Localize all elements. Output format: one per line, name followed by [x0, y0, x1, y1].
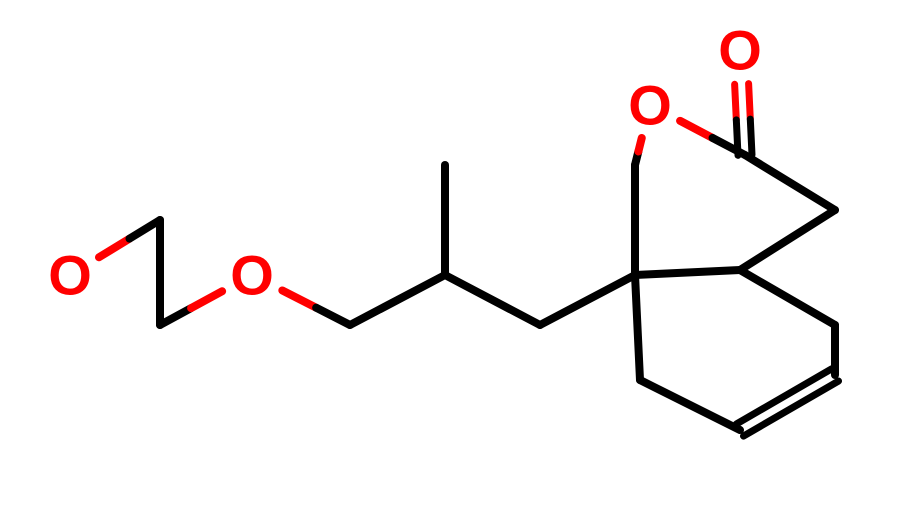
bond-line: [130, 220, 160, 239]
bond-line: [640, 380, 740, 430]
molecule-diagram: OOOO: [0, 0, 908, 509]
o-atom-label: O: [48, 244, 92, 307]
bond-line: [540, 275, 635, 325]
bond-line: [750, 119, 752, 155]
bond-line: [316, 308, 350, 325]
o-atom-label: O: [628, 74, 672, 137]
bond-line: [445, 275, 540, 325]
o-atom-label: O: [230, 244, 274, 307]
o-atom-label: O: [718, 19, 762, 82]
bond-line: [740, 210, 835, 270]
bond-line: [160, 308, 191, 325]
bond-line: [740, 270, 835, 325]
bond-line: [635, 270, 740, 275]
bond-line: [635, 275, 640, 380]
bond-line: [282, 290, 316, 307]
bond-line: [749, 84, 751, 120]
bond-line: [680, 121, 712, 138]
bond-line: [745, 155, 835, 210]
bond-line: [736, 120, 738, 156]
bond-line: [638, 138, 641, 152]
bond-line: [350, 275, 445, 325]
bond-line: [735, 84, 737, 120]
bond-line: [99, 239, 129, 258]
bond-line: [191, 291, 222, 308]
